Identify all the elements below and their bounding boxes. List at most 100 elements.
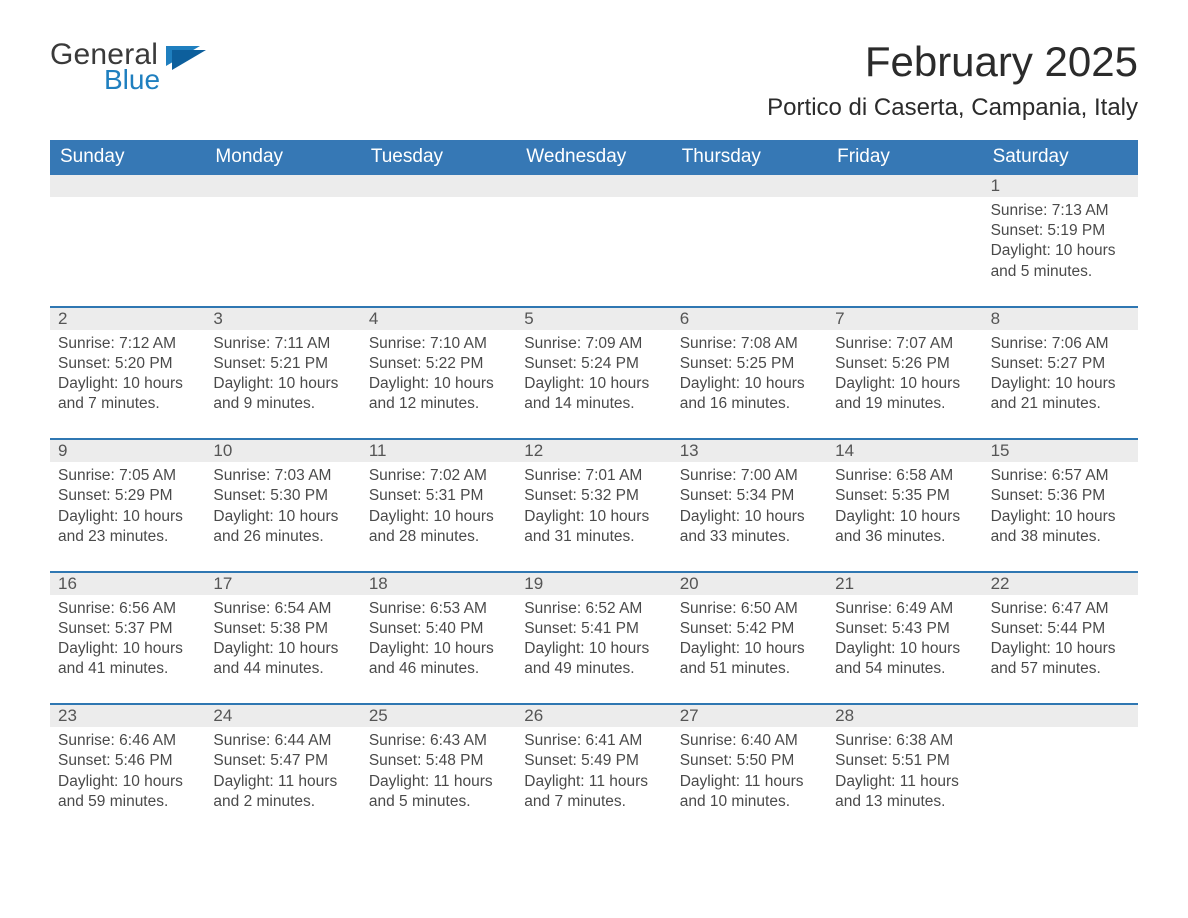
calendar-day-cell: 3Sunrise: 7:11 AMSunset: 5:21 PMDaylight… [205,308,360,421]
day-number: 27 [680,706,699,726]
calendar-day-cell: 21Sunrise: 6:49 AMSunset: 5:43 PMDayligh… [827,573,982,686]
sunset-line: Sunset: 5:43 PM [835,619,974,639]
day-number-strip: 4 [361,308,516,330]
daylight-line: Daylight: 10 hours and 14 minutes. [524,374,663,414]
day-number: 17 [213,574,232,594]
calendar-day-cell: 18Sunrise: 6:53 AMSunset: 5:40 PMDayligh… [361,573,516,686]
day-number-strip: 24 [205,705,360,727]
daylight-line: Daylight: 10 hours and 26 minutes. [213,507,352,547]
calendar-weeks: 1Sunrise: 7:13 AMSunset: 5:19 PMDaylight… [50,175,1138,818]
day-number-strip: 23 [50,705,205,727]
calendar-day-cell: 9Sunrise: 7:05 AMSunset: 5:29 PMDaylight… [50,440,205,553]
brand-logo: General Blue [50,40,208,94]
day-number: 18 [369,574,388,594]
daylight-line: Daylight: 11 hours and 5 minutes. [369,772,508,812]
day-number: 20 [680,574,699,594]
calendar-day-cell: 23Sunrise: 6:46 AMSunset: 5:46 PMDayligh… [50,705,205,818]
day-body: Sunrise: 7:07 AMSunset: 5:26 PMDaylight:… [827,330,982,421]
sunrise-line: Sunrise: 6:43 AM [369,731,508,751]
day-body: Sunrise: 7:10 AMSunset: 5:22 PMDaylight:… [361,330,516,421]
sunrise-line: Sunrise: 7:06 AM [991,334,1130,354]
calendar-day-cell [983,705,1138,818]
sunset-line: Sunset: 5:38 PM [213,619,352,639]
sunrise-line: Sunrise: 7:11 AM [213,334,352,354]
day-number-strip: 25 [361,705,516,727]
sunrise-line: Sunrise: 6:47 AM [991,599,1130,619]
calendar-week-row: 2Sunrise: 7:12 AMSunset: 5:20 PMDaylight… [50,306,1138,421]
day-number: 21 [835,574,854,594]
calendar-day-cell: 14Sunrise: 6:58 AMSunset: 5:35 PMDayligh… [827,440,982,553]
logo-flag-icon [166,46,208,77]
sunset-line: Sunset: 5:36 PM [991,486,1130,506]
sunrise-line: Sunrise: 6:38 AM [835,731,974,751]
calendar-day-cell: 7Sunrise: 7:07 AMSunset: 5:26 PMDaylight… [827,308,982,421]
weekday-header-cell: Friday [827,140,982,175]
daylight-line: Daylight: 10 hours and 28 minutes. [369,507,508,547]
day-body: Sunrise: 7:09 AMSunset: 5:24 PMDaylight:… [516,330,671,421]
day-number: 16 [58,574,77,594]
weekday-header-cell: Sunday [50,140,205,175]
day-number: 3 [213,309,222,329]
day-body: Sunrise: 6:46 AMSunset: 5:46 PMDaylight:… [50,727,205,818]
sunrise-line: Sunrise: 6:54 AM [213,599,352,619]
sunset-line: Sunset: 5:51 PM [835,751,974,771]
sunrise-line: Sunrise: 7:08 AM [680,334,819,354]
sunrise-line: Sunrise: 7:01 AM [524,466,663,486]
daylight-line: Daylight: 10 hours and 12 minutes. [369,374,508,414]
calendar-day-cell: 26Sunrise: 6:41 AMSunset: 5:49 PMDayligh… [516,705,671,818]
calendar-day-cell: 27Sunrise: 6:40 AMSunset: 5:50 PMDayligh… [672,705,827,818]
sunrise-line: Sunrise: 6:57 AM [991,466,1130,486]
sunrise-line: Sunrise: 6:40 AM [680,731,819,751]
calendar-week-row: 9Sunrise: 7:05 AMSunset: 5:29 PMDaylight… [50,438,1138,553]
day-body: Sunrise: 6:50 AMSunset: 5:42 PMDaylight:… [672,595,827,686]
calendar-page: General Blue February 2025 Portico di Ca… [0,0,1188,878]
sunset-line: Sunset: 5:47 PM [213,751,352,771]
day-body: Sunrise: 7:03 AMSunset: 5:30 PMDaylight:… [205,462,360,553]
header-bar: General Blue February 2025 Portico di Ca… [50,40,1138,122]
day-number-strip [361,175,516,197]
sunset-line: Sunset: 5:40 PM [369,619,508,639]
sunrise-line: Sunrise: 7:07 AM [835,334,974,354]
sunset-line: Sunset: 5:44 PM [991,619,1130,639]
calendar-day-cell: 12Sunrise: 7:01 AMSunset: 5:32 PMDayligh… [516,440,671,553]
calendar-day-cell: 4Sunrise: 7:10 AMSunset: 5:22 PMDaylight… [361,308,516,421]
calendar-day-cell: 2Sunrise: 7:12 AMSunset: 5:20 PMDaylight… [50,308,205,421]
weekday-header-cell: Thursday [672,140,827,175]
day-number-strip [672,175,827,197]
calendar-week-row: 1Sunrise: 7:13 AMSunset: 5:19 PMDaylight… [50,175,1138,288]
sunset-line: Sunset: 5:29 PM [58,486,197,506]
sunrise-line: Sunrise: 6:41 AM [524,731,663,751]
sunrise-line: Sunrise: 6:49 AM [835,599,974,619]
day-number-strip: 19 [516,573,671,595]
day-body: Sunrise: 6:47 AMSunset: 5:44 PMDaylight:… [983,595,1138,686]
day-number-strip: 20 [672,573,827,595]
day-body: Sunrise: 6:52 AMSunset: 5:41 PMDaylight:… [516,595,671,686]
day-body: Sunrise: 7:13 AMSunset: 5:19 PMDaylight:… [983,197,1138,288]
sunset-line: Sunset: 5:49 PM [524,751,663,771]
daylight-line: Daylight: 10 hours and 23 minutes. [58,507,197,547]
calendar-day-cell [516,175,671,288]
daylight-line: Daylight: 10 hours and 41 minutes. [58,639,197,679]
daylight-line: Daylight: 10 hours and 7 minutes. [58,374,197,414]
daylight-line: Daylight: 10 hours and 54 minutes. [835,639,974,679]
sunrise-line: Sunrise: 6:50 AM [680,599,819,619]
day-number: 8 [991,309,1000,329]
day-body: Sunrise: 6:49 AMSunset: 5:43 PMDaylight:… [827,595,982,686]
calendar-day-cell: 13Sunrise: 7:00 AMSunset: 5:34 PMDayligh… [672,440,827,553]
day-number-strip: 27 [672,705,827,727]
day-number-strip: 13 [672,440,827,462]
daylight-line: Daylight: 11 hours and 7 minutes. [524,772,663,812]
day-number: 15 [991,441,1010,461]
logo-word-blue: Blue [104,66,160,94]
day-body: Sunrise: 6:38 AMSunset: 5:51 PMDaylight:… [827,727,982,818]
calendar-day-cell [672,175,827,288]
sunrise-line: Sunrise: 6:46 AM [58,731,197,751]
weekday-header-cell: Saturday [983,140,1138,175]
sunset-line: Sunset: 5:37 PM [58,619,197,639]
day-number: 5 [524,309,533,329]
sunset-line: Sunset: 5:30 PM [213,486,352,506]
sunset-line: Sunset: 5:21 PM [213,354,352,374]
sunrise-line: Sunrise: 6:44 AM [213,731,352,751]
day-number: 7 [835,309,844,329]
title-block: February 2025 Portico di Caserta, Campan… [767,40,1138,122]
